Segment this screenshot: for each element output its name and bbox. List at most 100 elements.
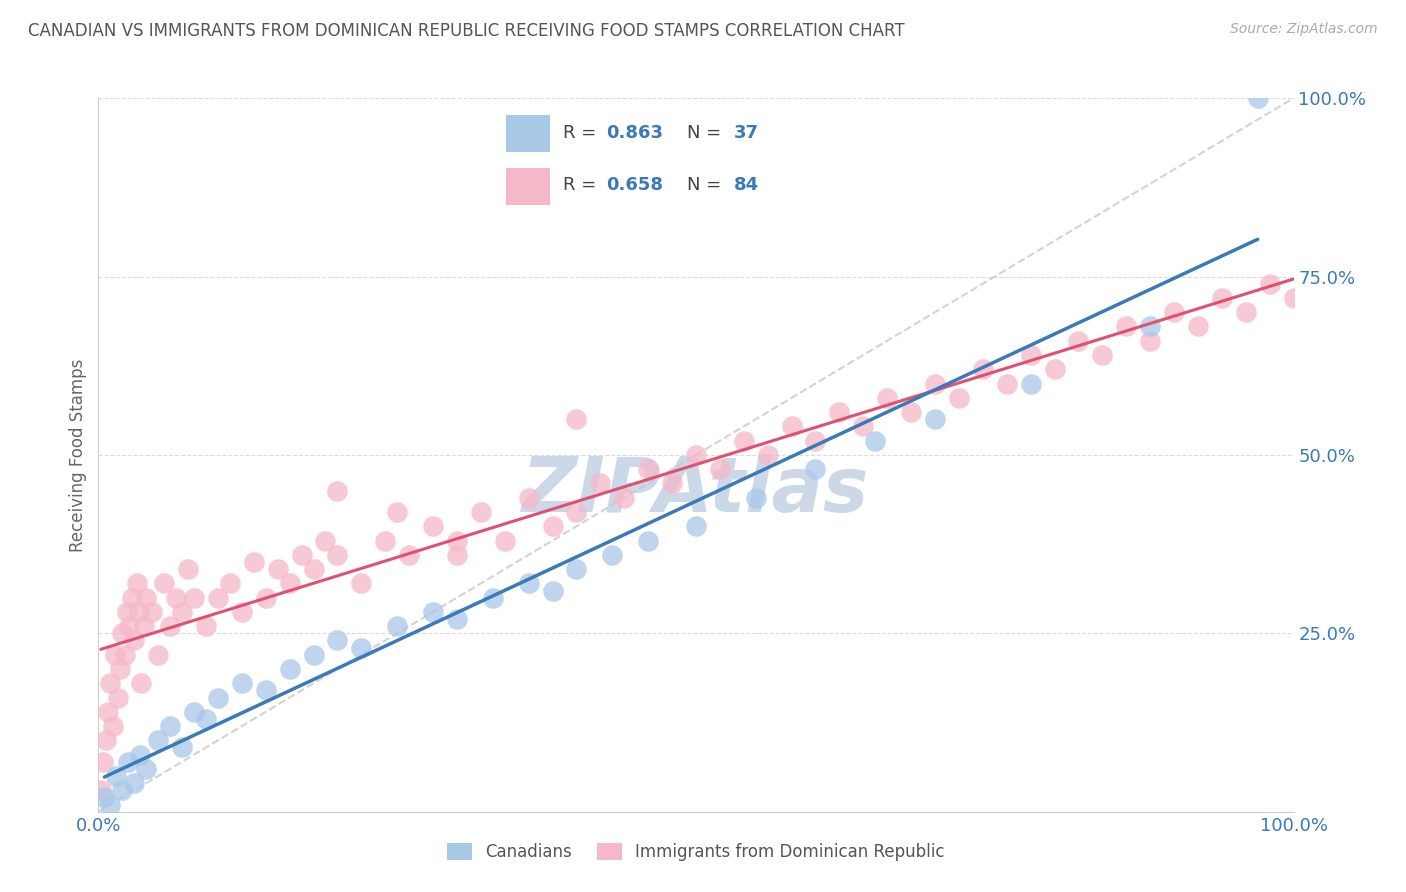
Point <box>111 626 134 640</box>
Point <box>1258 277 1281 291</box>
Point <box>1019 348 1042 362</box>
Point <box>745 491 768 505</box>
Point <box>315 533 337 548</box>
Point <box>278 662 301 676</box>
Point <box>183 705 205 719</box>
Point <box>863 434 886 448</box>
Point <box>219 576 242 591</box>
Point <box>613 491 636 505</box>
Text: ZIPAtlas: ZIPAtlas <box>522 454 870 527</box>
Point <box>117 755 139 769</box>
Point <box>108 662 131 676</box>
Point <box>876 391 898 405</box>
Point <box>254 683 277 698</box>
Point <box>385 619 409 633</box>
Point <box>125 576 148 591</box>
Point <box>541 583 564 598</box>
Point <box>948 391 970 405</box>
Point <box>326 483 349 498</box>
Point <box>98 676 122 690</box>
Point <box>852 419 875 434</box>
Point <box>242 555 264 569</box>
Point <box>446 548 468 562</box>
Point <box>1211 291 1233 305</box>
Point <box>470 505 492 519</box>
Point <box>1139 319 1161 334</box>
Point <box>115 605 138 619</box>
Point <box>446 533 468 548</box>
Point <box>98 797 122 812</box>
Point <box>541 519 564 533</box>
Y-axis label: Receiving Food Stamps: Receiving Food Stamps <box>69 359 87 551</box>
Point <box>93 790 115 805</box>
Point <box>278 576 301 591</box>
Point <box>97 705 120 719</box>
Point <box>302 562 325 576</box>
Point <box>105 769 128 783</box>
Point <box>1139 334 1161 348</box>
Point <box>924 412 946 426</box>
Point <box>135 591 157 605</box>
Point <box>194 712 217 726</box>
Point <box>172 605 194 619</box>
Point <box>165 591 187 605</box>
Point <box>565 562 588 576</box>
Point <box>350 640 373 655</box>
Point <box>517 491 540 505</box>
Point <box>398 548 420 562</box>
Point <box>90 783 112 797</box>
Point <box>1163 305 1185 319</box>
Point <box>637 462 659 476</box>
Point <box>194 619 217 633</box>
Point <box>135 762 157 776</box>
Point <box>422 519 444 533</box>
Point <box>446 612 468 626</box>
Point <box>565 505 588 519</box>
Point <box>780 419 803 434</box>
Point <box>148 648 170 662</box>
Point <box>1067 334 1090 348</box>
Point <box>91 755 114 769</box>
Point <box>101 719 124 733</box>
Point <box>1115 319 1137 334</box>
Point <box>1043 362 1066 376</box>
Text: CANADIAN VS IMMIGRANTS FROM DOMINICAN REPUBLIC RECEIVING FOOD STAMPS CORRELATION: CANADIAN VS IMMIGRANTS FROM DOMINICAN RE… <box>28 22 904 40</box>
Point <box>422 605 444 619</box>
Point <box>350 576 373 591</box>
Point <box>207 690 229 705</box>
Point <box>302 648 325 662</box>
Point <box>385 505 409 519</box>
Point <box>128 605 150 619</box>
Point <box>1282 291 1305 305</box>
Point <box>661 476 683 491</box>
Point <box>637 533 659 548</box>
Point <box>600 548 623 562</box>
Point <box>177 562 200 576</box>
Point <box>756 448 779 462</box>
Point <box>685 448 707 462</box>
Point <box>589 476 612 491</box>
Point <box>828 405 851 419</box>
Point <box>129 747 152 762</box>
Point <box>1091 348 1114 362</box>
Point <box>326 548 349 562</box>
Point <box>231 605 253 619</box>
Point <box>924 376 946 391</box>
Point <box>121 591 143 605</box>
Point <box>104 648 127 662</box>
Point <box>124 776 146 790</box>
Point <box>153 576 176 591</box>
Point <box>111 783 134 797</box>
Point <box>254 591 277 605</box>
Point <box>494 533 516 548</box>
Point <box>124 633 146 648</box>
Point <box>709 462 731 476</box>
Point <box>804 462 827 476</box>
Point <box>290 548 312 562</box>
Point <box>995 376 1018 391</box>
Point <box>159 619 181 633</box>
Point <box>326 633 349 648</box>
Point <box>1019 376 1042 391</box>
Point <box>1234 305 1257 319</box>
Point <box>267 562 290 576</box>
